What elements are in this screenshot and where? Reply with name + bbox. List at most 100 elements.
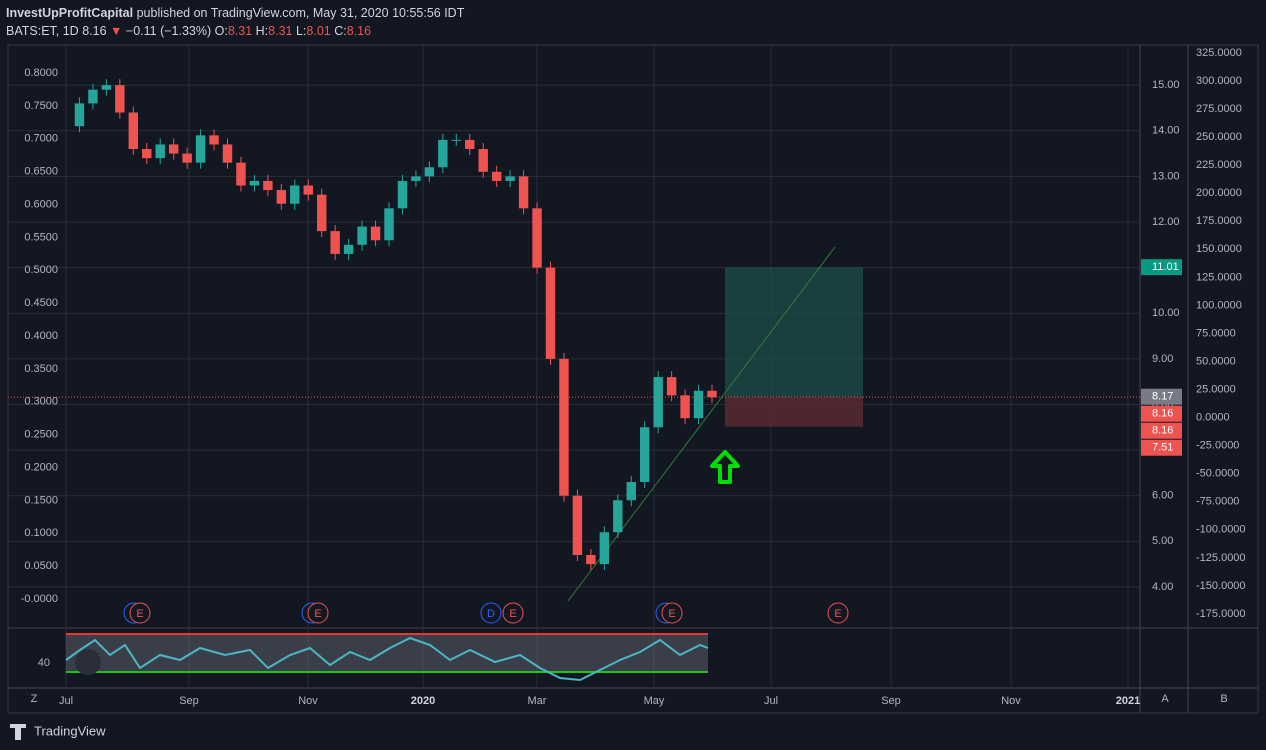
- x-tick-label: Nov: [1001, 695, 1021, 707]
- right-tick-label: 175.0000: [1196, 215, 1242, 227]
- indicator-axis-label: 40: [38, 657, 50, 669]
- event-marker: [129, 602, 151, 624]
- candle: [88, 89, 98, 104]
- published: published on TradingView.com, May 31, 20…: [136, 6, 465, 20]
- price-tag: [1141, 259, 1182, 276]
- y-tick-label: 4.00: [1152, 581, 1173, 593]
- right-tick-label: -175.0000: [1196, 608, 1246, 620]
- candle: [505, 176, 515, 181]
- candle: [532, 208, 542, 268]
- right-tick-label: 275.0000: [1196, 103, 1242, 115]
- candle: [518, 176, 529, 209]
- candle: [343, 244, 354, 254]
- candle: [236, 162, 246, 186]
- header-line-1: InvestUpProfitCapital published on Tradi…: [6, 4, 464, 22]
- price-tag-label: 7.51: [1152, 442, 1173, 454]
- left-tick-label: 0.4500: [24, 297, 58, 309]
- right-tick-label: 250.0000: [1196, 131, 1242, 143]
- y-tick-label: 5.00: [1152, 535, 1173, 547]
- candle: [222, 144, 233, 163]
- candle: [142, 149, 152, 159]
- y-tick-label: 14.00: [1152, 125, 1180, 137]
- stop-zone: [725, 396, 863, 427]
- candle: [370, 226, 381, 241]
- candle: [613, 500, 623, 533]
- candle: [249, 180, 260, 186]
- event-marker: [502, 602, 524, 624]
- price-tag-label: 11.01: [1152, 261, 1179, 273]
- footer-logo: [10, 724, 26, 740]
- y-tick-label: 12.00: [1152, 216, 1180, 228]
- event-label: E: [509, 608, 516, 620]
- right-tick-label: 200.0000: [1196, 187, 1242, 199]
- x-tick-label: Sep: [179, 695, 199, 707]
- x-tick-label: Nov: [298, 695, 318, 707]
- candle: [115, 85, 125, 113]
- candle: [451, 139, 462, 141]
- left-tick-label: 0.0500: [24, 560, 58, 572]
- y-tick-label: 13.00: [1152, 170, 1180, 182]
- right-tick-label: -75.0000: [1196, 496, 1239, 508]
- candle: [182, 153, 192, 163]
- left-tick-label: 0.5000: [24, 264, 58, 276]
- indicator-band: [66, 634, 708, 672]
- h-label: H:: [255, 24, 269, 38]
- price-tag: [1141, 439, 1182, 456]
- x-tick-label: Jul: [59, 695, 73, 707]
- candle: [465, 139, 475, 150]
- h: 8.31: [268, 24, 293, 38]
- candle: [290, 185, 300, 204]
- y-tick-label: 10.00: [1152, 307, 1180, 319]
- c: 8.16: [346, 24, 372, 38]
- l-label: L:: [295, 24, 307, 38]
- candle: [478, 149, 488, 172]
- candle: [101, 85, 112, 90]
- right-tick-label: 300.0000: [1196, 75, 1242, 87]
- candle: [168, 144, 179, 154]
- candle: [693, 390, 704, 419]
- price-tag-label: 8.16: [1152, 408, 1173, 420]
- candle: [438, 139, 448, 168]
- x-tick-label: Mar: [528, 695, 547, 707]
- candle: [599, 532, 610, 565]
- candle: [626, 482, 636, 501]
- left-tick-label: 0.1500: [24, 494, 58, 506]
- event-label: E: [834, 608, 841, 620]
- left-tick-label: -0.0000: [21, 593, 58, 605]
- up-arrow: [710, 450, 740, 484]
- publisher: InvestUpProfitCapital: [6, 6, 134, 20]
- footer-brand: TradingView: [34, 723, 106, 738]
- candle: [653, 377, 663, 428]
- right-tick-label: 325.0000: [1196, 47, 1242, 59]
- candle: [195, 135, 206, 163]
- event-marker: [480, 602, 502, 624]
- left-tick-label: 0.6500: [24, 166, 58, 178]
- frame: [7, 44, 1259, 714]
- c-label: C:: [334, 24, 347, 38]
- target-zone: [725, 267, 863, 397]
- trendline: [567, 246, 836, 602]
- right-tick-label: 125.0000: [1196, 271, 1242, 283]
- axis-button[interactable]: Z: [31, 693, 38, 705]
- right-tick-label: 150.0000: [1196, 243, 1242, 255]
- header-line-2: BATS:ET, 1D 8.16 ▼ −0.11 (−1.33%) O:8.31…: [6, 22, 464, 40]
- event-label: E: [668, 608, 675, 620]
- right-tick-label: 225.0000: [1196, 159, 1242, 171]
- o: 8.31: [227, 24, 253, 38]
- candle: [666, 377, 677, 396]
- candle: [639, 427, 650, 483]
- y-tick-label: 9.00: [1152, 353, 1173, 365]
- axis-button[interactable]: B: [1220, 693, 1227, 705]
- candle: [707, 390, 717, 398]
- price-tag: [1141, 388, 1182, 405]
- left-tick-label: 0.5500: [24, 231, 58, 243]
- change: −0.11 (−1.33%): [125, 24, 212, 38]
- candle: [316, 194, 327, 232]
- event-marker: [661, 602, 683, 624]
- axis-button[interactable]: A: [1161, 693, 1169, 705]
- price-tag-label: 8.17: [1152, 391, 1173, 403]
- x-tick-label: 2021: [1116, 695, 1140, 707]
- arrow: ▼: [110, 24, 123, 38]
- right-tick-label: -50.0000: [1196, 468, 1239, 480]
